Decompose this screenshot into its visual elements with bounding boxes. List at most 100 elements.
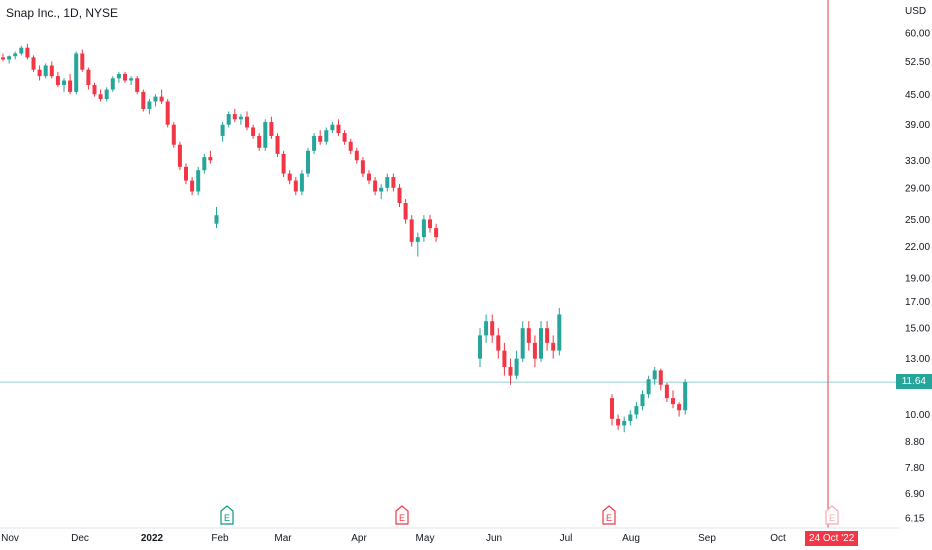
candle-body (129, 78, 134, 81)
candle-body (397, 187, 402, 204)
current-price-label: 11.64 (895, 374, 932, 390)
candle-body (434, 228, 439, 238)
price-tick-label: 8.80 (905, 437, 925, 448)
price-tick-label: 60.00 (905, 29, 930, 40)
candle-body (360, 160, 365, 174)
candle-body (677, 404, 682, 411)
candle-body (671, 398, 675, 405)
candle-body (379, 187, 384, 192)
time-axis[interactable]: NovDec2022FebMarAprMayJunJulAugSepOctNov (1, 533, 858, 544)
candle-body (25, 47, 30, 58)
candle-body (165, 101, 170, 125)
candle-body (415, 237, 420, 242)
candle-body (141, 91, 146, 109)
price-axis[interactable]: USD 60.00 52.50 45.00 39.00 33.00 29.00 25.00 22… (905, 6, 930, 525)
candle-body (683, 382, 688, 411)
candle-body (171, 124, 176, 145)
candle-body (348, 141, 353, 151)
chart-title: Snap Inc., 1D, NYSE (6, 6, 119, 20)
earnings-marker-icon[interactable]: E (395, 505, 409, 525)
candle-body (342, 133, 347, 142)
candle-body (496, 335, 501, 351)
candle-body (658, 370, 663, 385)
candle-body (490, 321, 495, 336)
candle-body (104, 89, 109, 100)
candle-body (232, 114, 237, 120)
candle-body (539, 328, 543, 359)
candle-body (1, 57, 5, 60)
candle-body (312, 135, 317, 151)
candle-body (478, 335, 482, 359)
candle-body (634, 406, 639, 415)
price-tick-label: 52.50 (905, 57, 930, 68)
candle-body (640, 394, 645, 407)
price-tick-label: 15.00 (905, 324, 930, 335)
candle-body (293, 180, 298, 192)
candle-body (502, 350, 507, 367)
candle-body (251, 127, 256, 136)
candle-body (551, 342, 556, 351)
candle-body (202, 157, 207, 171)
candle-body (37, 69, 42, 77)
candle-body (19, 47, 24, 54)
candle-body (484, 321, 489, 336)
candle-body (196, 170, 201, 192)
candle-body (318, 135, 323, 142)
candle-body (646, 379, 651, 395)
price-tick-label: 17.00 (905, 297, 930, 308)
earnings-marker-icon[interactable]: E (220, 505, 234, 525)
currency-label: USD (905, 6, 926, 17)
candle-body (159, 96, 164, 102)
earnings-marker-icon[interactable]: E (825, 505, 839, 525)
svg-text:E: E (399, 513, 405, 523)
candle-body (526, 328, 531, 343)
candle-body (135, 78, 140, 92)
candle-body (610, 398, 614, 419)
time-tick-label: Mar (274, 533, 292, 544)
candle-body (7, 56, 12, 60)
candle-body (98, 94, 103, 100)
candle-body (13, 53, 18, 57)
candle-body (306, 150, 310, 174)
candle-body (281, 153, 286, 174)
svg-text:E: E (829, 513, 835, 523)
price-tick-label: 25.00 (905, 215, 930, 226)
candle-body (508, 366, 513, 376)
time-tick-label: Apr (351, 533, 367, 544)
candle-body (373, 180, 378, 192)
time-tick-label: Jun (486, 533, 502, 544)
time-tick-label: Oct (770, 533, 786, 544)
candle-body (177, 144, 182, 167)
candle-body (238, 116, 243, 120)
candle-body (299, 173, 304, 192)
price-tick-label: 19.00 (905, 273, 930, 284)
candle-body (557, 314, 562, 351)
candle-body (263, 122, 268, 148)
candle-body (110, 78, 115, 90)
time-tick-label: Aug (622, 533, 640, 544)
candle-body (257, 135, 262, 148)
price-tick-label: 10.00 (905, 410, 930, 421)
time-tick-label: Nov (1, 533, 19, 544)
time-tick-label: Sep (698, 533, 716, 544)
candle-body (616, 418, 621, 426)
candle-body (354, 150, 359, 161)
candle-body (664, 384, 669, 399)
candle-body (391, 177, 396, 188)
price-tick-label: 22.00 (905, 242, 930, 253)
candle-body (86, 69, 91, 85)
candle-body (622, 420, 627, 426)
candle-body (514, 358, 519, 376)
svg-text:E: E (606, 513, 612, 523)
price-tick-label: 29.00 (905, 183, 930, 194)
candle-body (184, 166, 188, 181)
time-tick-label: 2022 (141, 533, 164, 544)
price-tick-label: 39.00 (905, 120, 930, 131)
candle-body (49, 65, 54, 77)
candle-body (532, 342, 537, 359)
candle-body (269, 122, 274, 136)
earnings-marker-icon[interactable]: E (602, 505, 616, 525)
candle-body (428, 219, 432, 229)
